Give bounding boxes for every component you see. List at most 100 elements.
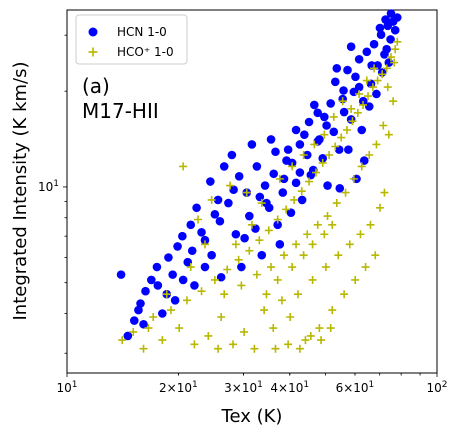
data-point [192, 203, 201, 213]
data-point [240, 327, 249, 336]
data-point [234, 172, 244, 181]
data-point [339, 107, 349, 117]
data-point [304, 117, 314, 127]
data-point [310, 100, 319, 110]
data-point [306, 331, 315, 340]
data-point [231, 240, 240, 249]
data-point [362, 47, 372, 57]
data-point [357, 162, 366, 171]
data-point [183, 257, 193, 267]
data-point [149, 312, 158, 321]
data-point [340, 290, 349, 299]
data-point [312, 168, 321, 177]
data-point [255, 236, 264, 245]
panel-label: (a) [82, 74, 110, 98]
data-point [382, 44, 391, 54]
data-point [214, 344, 223, 353]
data-point [123, 331, 133, 341]
data-point [288, 263, 297, 272]
data-point [158, 336, 167, 345]
data-point [260, 306, 269, 315]
data-point [386, 53, 395, 62]
x-tick-label: 101 [56, 380, 77, 395]
data-point [376, 30, 386, 40]
data-point [351, 72, 360, 82]
data-point [286, 312, 295, 321]
data-point [164, 253, 173, 262]
data-point [353, 108, 362, 117]
data-point [279, 174, 289, 184]
data-point [252, 270, 261, 279]
data-point [354, 82, 364, 92]
data-point [383, 83, 392, 92]
data-point [313, 220, 322, 229]
data-point [326, 324, 335, 333]
data-point [134, 305, 143, 315]
data-point [392, 13, 402, 22]
data-point [144, 324, 153, 333]
data-point [240, 233, 249, 243]
data-point [364, 92, 373, 101]
x-tick-label: 102 [426, 380, 447, 395]
data-point [386, 35, 395, 44]
data-point [364, 102, 374, 111]
data-point [141, 286, 150, 296]
data-point [186, 263, 195, 272]
data-point [260, 181, 270, 190]
data-point [330, 77, 340, 87]
data-point [210, 210, 220, 219]
data-point [186, 220, 196, 230]
data-point [308, 240, 317, 249]
data-point [220, 290, 229, 299]
data-point [190, 340, 199, 349]
x-tick-label: 2×101 [159, 380, 198, 395]
legend: HCN 1-0 HCO⁺ 1-0 [75, 14, 188, 65]
data-point [391, 45, 400, 54]
data-point [343, 65, 352, 75]
data-point [325, 151, 334, 160]
y-axis-label: Integrated Intensity (K km/s) [10, 61, 31, 320]
data-point [194, 215, 203, 224]
legend-label-hco: HCO⁺ 1-0 [117, 45, 174, 59]
data-point [269, 169, 279, 179]
data-point [210, 275, 219, 284]
x-tick-label: 4×101 [270, 380, 309, 395]
data-point [323, 181, 332, 190]
data-point [178, 275, 188, 285]
data-point [378, 70, 387, 79]
data-point [335, 184, 345, 193]
data-point [237, 262, 246, 272]
data-point [329, 112, 338, 121]
legend-marker-hco [88, 47, 98, 57]
data-point [292, 240, 301, 249]
data-point [328, 220, 337, 229]
data-point [153, 281, 163, 290]
data-point [308, 275, 317, 284]
data-point [389, 97, 398, 106]
data-point [129, 316, 139, 325]
data-point [158, 309, 167, 318]
data-point [346, 42, 356, 52]
data-point [299, 151, 308, 160]
data-point [301, 336, 310, 345]
tick-layer: 101 2×101 3×101 4×101 6×101 102 101 [38, 34, 448, 395]
data-point [275, 174, 284, 183]
data-point [247, 140, 257, 149]
series-1 [118, 37, 402, 353]
x-tick-label: 6×101 [336, 380, 375, 395]
data-point [355, 89, 364, 98]
data-point [329, 127, 339, 137]
data-point [219, 162, 229, 171]
data-point [116, 270, 126, 279]
data-point [380, 188, 389, 197]
data-point [317, 336, 326, 345]
data-point [322, 121, 331, 130]
data-point [264, 226, 273, 235]
data-point [318, 158, 327, 167]
data-point [291, 125, 301, 135]
plot-area [66, 9, 438, 374]
data-point [344, 145, 353, 154]
data-point [168, 270, 177, 279]
data-point [323, 212, 332, 221]
data-point [245, 246, 254, 255]
